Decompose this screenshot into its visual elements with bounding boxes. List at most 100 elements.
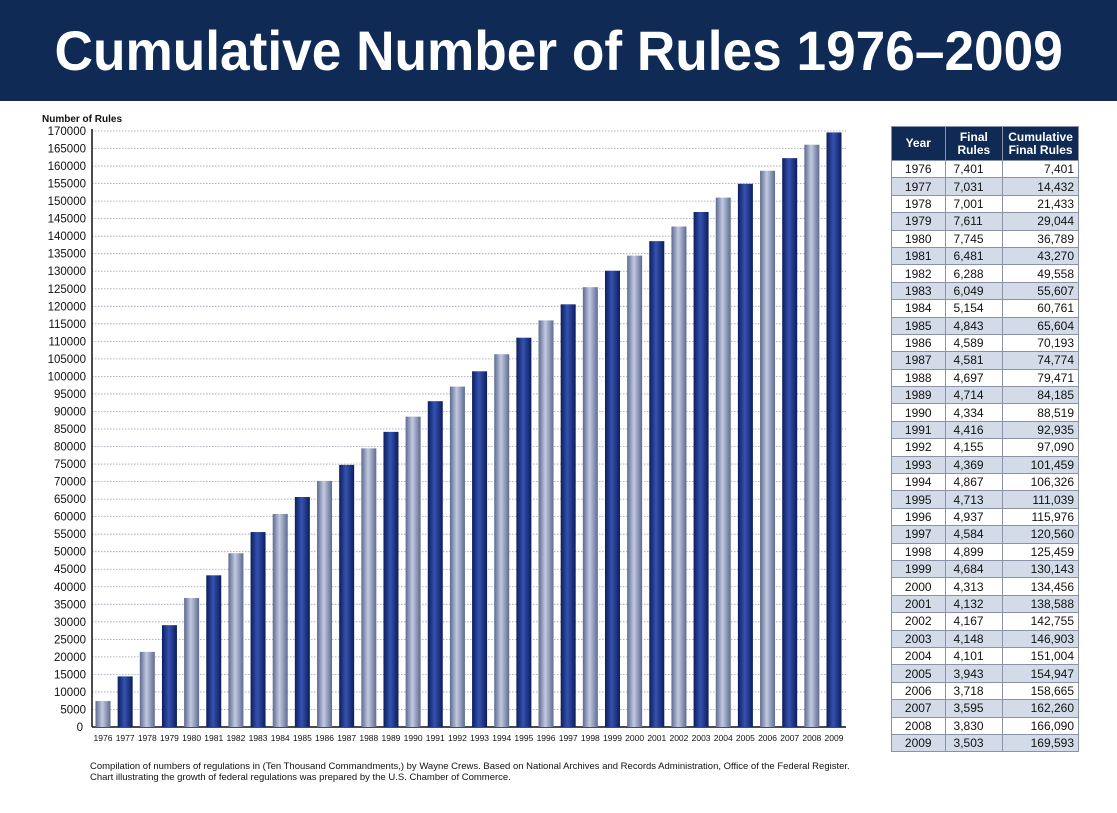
cell-year: 1991	[891, 420, 946, 440]
x-tick-label: 1991	[426, 733, 445, 743]
x-tick-label: 1980	[182, 733, 201, 743]
cell-cumulative: 101,459	[1002, 455, 1079, 475]
cell-final-rules: 4,584	[944, 525, 1004, 544]
table-row: 2005 3,943 154,947	[891, 664, 1079, 683]
y-tick-label: 120000	[48, 301, 86, 313]
cell-final-rules: 7,745	[944, 229, 1004, 248]
y-tick-label: 65000	[54, 494, 86, 506]
cell-year: 1977	[891, 177, 946, 196]
bar-1984	[272, 513, 288, 727]
table-header-row: Year Final Rules Cumulative Final Rules	[891, 126, 1079, 161]
table-row: 2004 4,101 151,004	[891, 646, 1079, 666]
cell-cumulative: 92,935	[1002, 420, 1079, 440]
table-row: 2000 4,313 134,456	[891, 577, 1079, 596]
cell-year: 2001	[891, 594, 946, 614]
cell-cumulative: 115,976	[1002, 507, 1079, 527]
bar-2004	[715, 197, 731, 728]
x-tick-label: 1993	[470, 733, 489, 743]
table-row: 1998 4,899 125,459	[891, 542, 1079, 561]
table-row: 1984 5,154 60,761	[891, 299, 1079, 318]
table-row: 2006 3,718 158,665	[891, 681, 1079, 701]
y-tick-label: 165000	[48, 144, 86, 156]
table-row: 1993 4,369 101,459	[891, 455, 1079, 475]
table-row: 1996 4,937 115,976	[891, 507, 1079, 527]
bar-1995	[516, 337, 532, 727]
cell-cumulative: 151,004	[1002, 646, 1079, 666]
y-tick-label: 160000	[48, 161, 86, 173]
bar-1991	[427, 401, 443, 727]
y-tick-label: 35000	[54, 599, 86, 611]
y-tick-label: 5000	[60, 704, 86, 716]
table-row: 2002 4,167 142,755	[891, 612, 1079, 631]
cell-year: 1978	[891, 194, 946, 214]
x-tick-label: 2006	[758, 733, 777, 743]
bar-1983	[250, 532, 266, 727]
cell-year: 1989	[891, 386, 946, 405]
cell-final-rules: 5,154	[944, 299, 1004, 318]
cell-cumulative: 49,558	[1002, 264, 1079, 283]
x-tick-label: 1994	[492, 733, 511, 743]
y-tick-label: 125000	[48, 284, 86, 296]
x-tick-label: 1984	[271, 733, 290, 743]
cell-year: 1984	[891, 299, 946, 318]
table-row: 1987 4,581 74,774	[891, 351, 1079, 370]
x-tick-label: 1992	[448, 733, 467, 743]
y-tick-label: 40000	[54, 582, 86, 594]
y-tick-label: 50000	[54, 547, 86, 559]
cell-final-rules: 4,369	[944, 455, 1004, 475]
table-row: 1977 7,031 14,432	[891, 177, 1079, 196]
cell-cumulative: 60,761	[1002, 299, 1079, 318]
table-row: 1997 4,584 120,560	[891, 525, 1079, 544]
bar-chart: Number of Rules 0 5000 10000 15000 20000 25000…	[42, 114, 846, 743]
y-tick-label: 10000	[54, 687, 86, 699]
cell-cumulative: 55,607	[1002, 281, 1079, 301]
x-tick-label: 1985	[293, 733, 312, 743]
bar-1989	[383, 431, 399, 727]
table-row: 1985 4,843 65,604	[891, 316, 1079, 335]
cell-final-rules: 3,595	[944, 699, 1004, 718]
y-axis-label: Number of Rules	[42, 114, 122, 125]
cell-final-rules: 6,049	[944, 281, 1004, 301]
cell-cumulative: 88,519	[1002, 403, 1079, 422]
x-tick-label: 1987	[337, 733, 356, 743]
y-tick-label: 150000	[48, 196, 86, 208]
y-tick-label: 15000	[54, 669, 86, 681]
cell-final-rules: 4,589	[944, 333, 1004, 353]
cell-final-rules: 4,334	[944, 403, 1004, 422]
y-tick-label: 55000	[54, 529, 86, 541]
x-tick-label: 1988	[359, 733, 378, 743]
table-row: 1976 7,401 7,401	[891, 159, 1079, 179]
bar-1990	[405, 416, 421, 727]
cell-year: 1988	[891, 368, 946, 388]
table-row: 1994 4,867 106,326	[891, 473, 1079, 492]
table-row: 1986 4,589 70,193	[891, 333, 1079, 353]
cell-cumulative: 169,593	[1002, 733, 1079, 753]
footnote-line-2: Chart illustrating the growth of federal…	[90, 771, 511, 783]
y-tick-label: 145000	[48, 214, 86, 226]
x-tick-label: 1981	[204, 733, 223, 743]
x-tick-label: 1997	[559, 733, 578, 743]
cell-year: 2007	[891, 699, 946, 718]
table-row: 1980 7,745 36,789	[891, 229, 1079, 248]
cell-final-rules: 4,867	[944, 473, 1004, 492]
y-tick-label: 80000	[54, 442, 86, 454]
cell-final-rules: 6,481	[944, 246, 1004, 266]
cell-year: 1992	[891, 438, 946, 457]
cell-cumulative: 162,260	[1002, 699, 1079, 718]
table-row: 1991 4,416 92,935	[891, 420, 1079, 440]
bar-1992	[449, 386, 465, 727]
cell-year: 2000	[891, 577, 946, 596]
cell-final-rules: 7,611	[944, 212, 1004, 231]
cell-cumulative: 29,044	[1002, 212, 1079, 231]
cell-cumulative: 134,456	[1002, 577, 1079, 596]
header-cumulative-final-rules: Cumulative Final Rules	[1002, 126, 1079, 161]
cell-cumulative: 142,755	[1002, 612, 1079, 631]
y-tick-label: 110000	[48, 336, 86, 348]
page-title: Cumulative Number of Rules 1976–2009	[54, 19, 1063, 82]
cell-cumulative: 97,090	[1002, 438, 1079, 457]
x-tick-label: 2003	[692, 733, 711, 743]
cell-final-rules: 4,313	[944, 577, 1004, 596]
cell-final-rules: 4,581	[944, 351, 1004, 370]
cell-cumulative: 79,471	[1002, 368, 1079, 388]
table-row: 1990 4,334 88,519	[891, 403, 1079, 422]
